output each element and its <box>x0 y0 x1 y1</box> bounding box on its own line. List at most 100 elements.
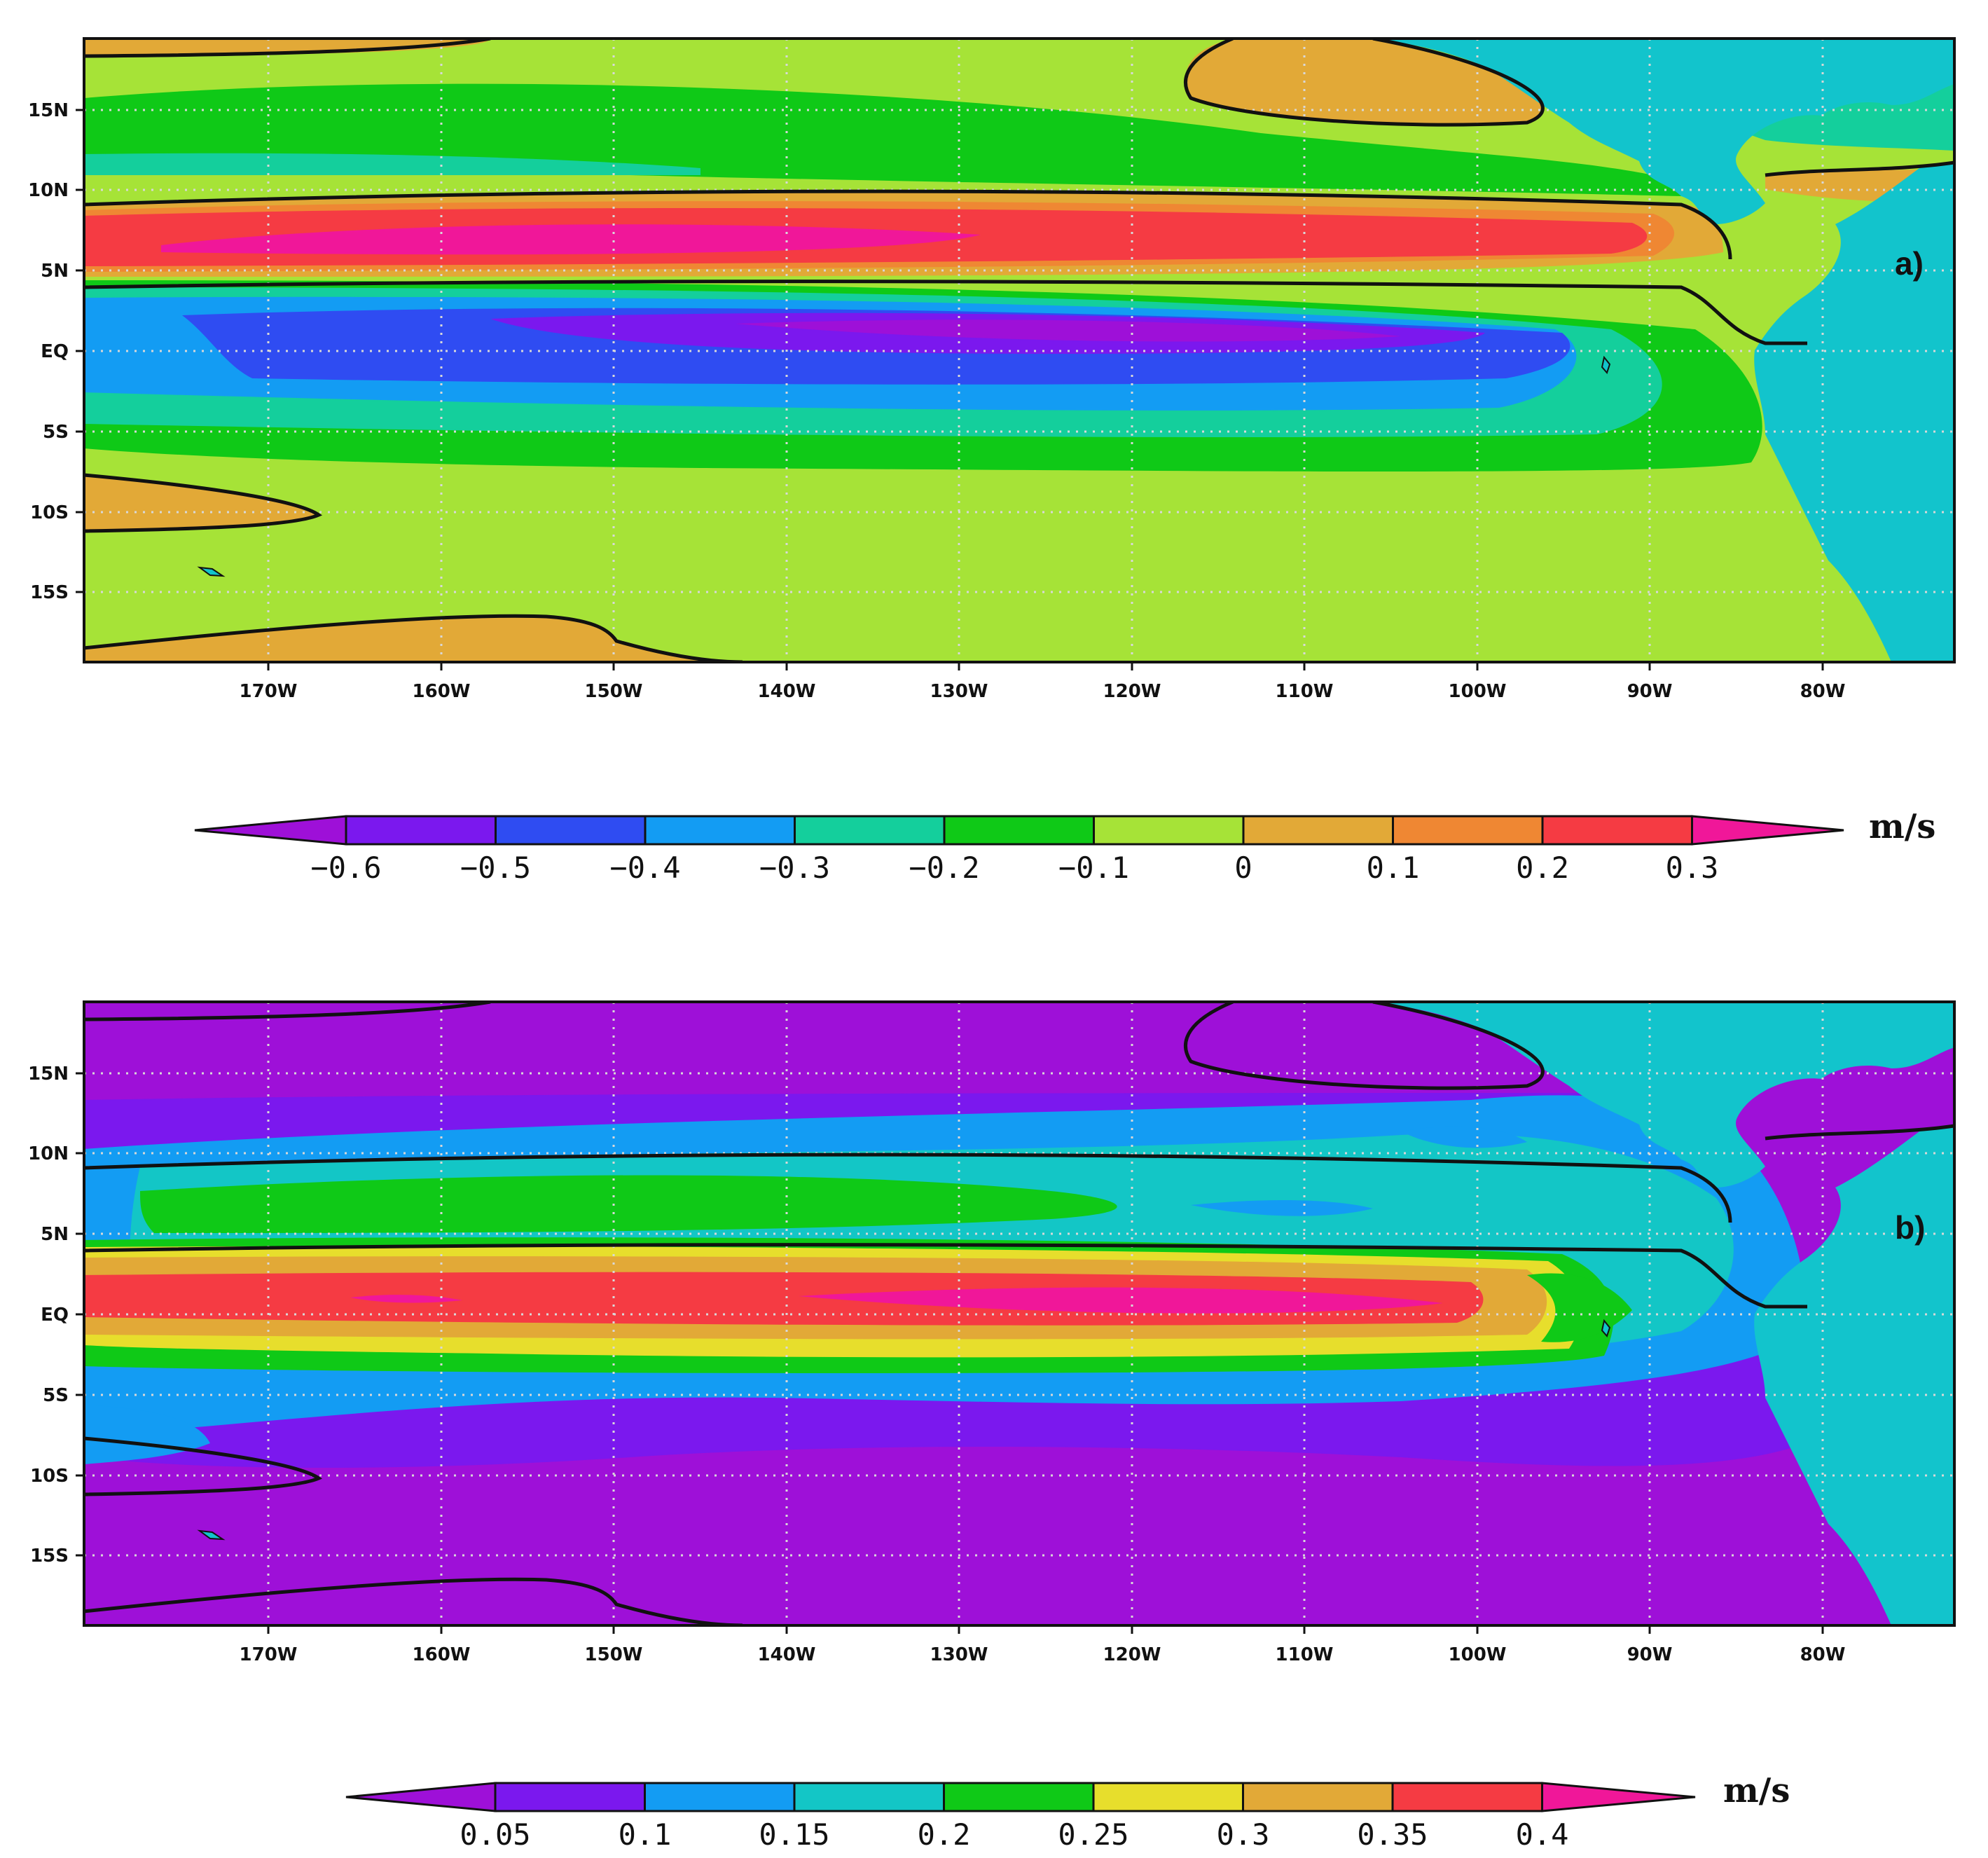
colorbar-segment <box>1541 815 1693 846</box>
colorbar-segment <box>943 1782 1095 1812</box>
sec-band-06 <box>736 319 1401 342</box>
panel-b-field <box>84 1002 1954 1625</box>
north-cyan-patch <box>84 153 700 175</box>
zero-contours-b <box>84 1002 1954 1625</box>
y-tick-label: EQ <box>41 341 69 362</box>
colorbar-segment <box>345 815 497 846</box>
x-tick-label: 170W <box>240 1644 298 1665</box>
x-tick-label: 130W <box>930 1644 988 1665</box>
green-band-north-b <box>140 1175 1117 1233</box>
colorbar-segment <box>1242 815 1394 846</box>
y-tick-label: 15N <box>28 1064 69 1085</box>
south-america-land-a <box>1754 161 1954 662</box>
x-tick-label: 90W <box>1627 1644 1673 1665</box>
colorbar-segment <box>1391 1782 1543 1812</box>
colorbar-tick-label: −0.1 <box>1058 851 1129 885</box>
south-america-land-b <box>1754 1124 1954 1625</box>
y-tick-label: 15S <box>30 1546 69 1567</box>
x-tick-label: 80W <box>1800 1644 1846 1665</box>
colorbar-segment <box>1093 815 1245 846</box>
y-tick-label: 5S <box>43 1385 69 1406</box>
y-tick-label: 10S <box>30 502 69 523</box>
south-positive-a <box>84 616 743 662</box>
colorbar-segment <box>1392 815 1544 846</box>
colorbar-a-unit: m/s <box>1869 807 1935 846</box>
panel-a-field <box>84 39 1954 662</box>
colorbar-segment <box>644 815 796 846</box>
colorbar-tick-label: 0.05 <box>460 1817 530 1852</box>
y-tick-label: 5N <box>41 261 69 282</box>
x-tick-label: 170W <box>240 681 298 702</box>
x-tick-label: 110W <box>1276 1644 1334 1665</box>
x-tick-label: 100W <box>1449 1644 1507 1665</box>
panel-b: 170W 160W 150W 140W 130W 120W 110W 100W 90W 80W 15… <box>28 1000 1956 1852</box>
grid-a <box>84 39 1954 662</box>
necc-band-04 <box>161 224 981 255</box>
colorbar-segment <box>644 1782 796 1812</box>
colorbar-tick-label: 0.4 <box>1516 1817 1569 1852</box>
x-tick-label: 80W <box>1800 681 1846 702</box>
x-tick-label: 120W <box>1103 681 1161 702</box>
colorbar-a: −0.6 −0.5 −0.4 −0.3 −0.2 −0.1 0 0.1 0.2 0.3 <box>194 815 1844 885</box>
y-tick-label: 10S <box>30 1466 69 1487</box>
y-tick-label: EQ <box>41 1305 69 1326</box>
colorbar-tick-label: −0.4 <box>609 851 680 885</box>
colorbar-tick-label: 0.3 <box>1217 1817 1270 1852</box>
y-tick-label: 10N <box>28 1143 69 1164</box>
y-tick-label: 15S <box>30 582 69 603</box>
colorbar-segment <box>494 1782 646 1812</box>
y-tick-label: 5N <box>41 1224 69 1245</box>
x-tick-label: 140W <box>758 1644 816 1665</box>
colorbar-tick-label: 0.15 <box>759 1817 829 1852</box>
x-tick-label: 160W <box>413 681 471 702</box>
x-tick-label: 150W <box>585 1644 643 1665</box>
colorbar-tick-label: 0.3 <box>1666 851 1719 885</box>
x-tick-label: 110W <box>1276 681 1334 702</box>
y-tick-label: 15N <box>28 100 69 121</box>
galapagos-b <box>1601 1319 1611 1337</box>
nw-positive-a <box>84 39 490 56</box>
colorbar-segment <box>943 815 1095 846</box>
colorbar-segment <box>1092 1782 1244 1812</box>
magenta-spot-b <box>350 1295 462 1303</box>
colorbar-tick-label: −0.3 <box>759 851 830 885</box>
grid-b <box>84 1002 1954 1625</box>
y-tick-label: 5S <box>43 422 69 443</box>
magenta-core-b <box>799 1287 1443 1314</box>
colorbar-tick-label: 0.2 <box>918 1817 971 1852</box>
colorbar-left-arrow <box>194 815 347 846</box>
colorbar-b: 0.05 0.1 0.15 0.2 0.25 0.3 0.35 0.4 <box>345 1782 1696 1852</box>
x-tick-label: 90W <box>1627 681 1673 702</box>
x-tick-label: 160W <box>413 1644 471 1665</box>
x-tick-label: 150W <box>585 681 643 702</box>
blue-spot-b <box>1191 1200 1373 1216</box>
y-tick-label: 10N <box>28 180 69 201</box>
colorbar-tick-label: −0.2 <box>909 851 979 885</box>
colorbar-b-unit: m/s <box>1723 1771 1790 1810</box>
x-tick-label: 130W <box>930 681 988 702</box>
colorbar-segment <box>793 1782 945 1812</box>
colorbar-tick-label: −0.5 <box>460 851 531 885</box>
zero-contours-a <box>84 39 1954 662</box>
colorbar-tick-label: 0.1 <box>619 1817 672 1852</box>
colorbar-tick-label: 0.1 <box>1367 851 1420 885</box>
colorbar-left-arrow <box>345 1782 497 1812</box>
panel-a: 170W 160W 150W 140W 130W 120W 110W 100W 90W 80W 15… <box>28 37 1956 885</box>
island-a-1 <box>197 566 226 577</box>
galapagos-a <box>1601 355 1611 374</box>
island-b-1 <box>197 1529 226 1541</box>
blue-patch-b <box>1401 1126 1527 1148</box>
colorbar-segment <box>794 815 946 846</box>
colorbar-segment <box>495 815 647 846</box>
colorbar-tick-label: 0.25 <box>1058 1817 1128 1852</box>
colorbar-tick-label: 0.35 <box>1357 1817 1428 1852</box>
panel-a-ticks: 170W 160W 150W 140W 130W 120W 110W 100W 90W 80W 15… <box>28 100 1845 702</box>
colorbar-tick-label: 0.2 <box>1516 851 1569 885</box>
colorbar-right-arrow <box>1691 815 1844 846</box>
colorbar-tick-label: −0.6 <box>310 851 381 885</box>
panel-b-label: b) <box>1895 1209 1925 1246</box>
panel-a-label: a) <box>1895 245 1924 282</box>
x-tick-label: 140W <box>758 681 816 702</box>
colorbar-tick-label: 0 <box>1234 851 1252 885</box>
